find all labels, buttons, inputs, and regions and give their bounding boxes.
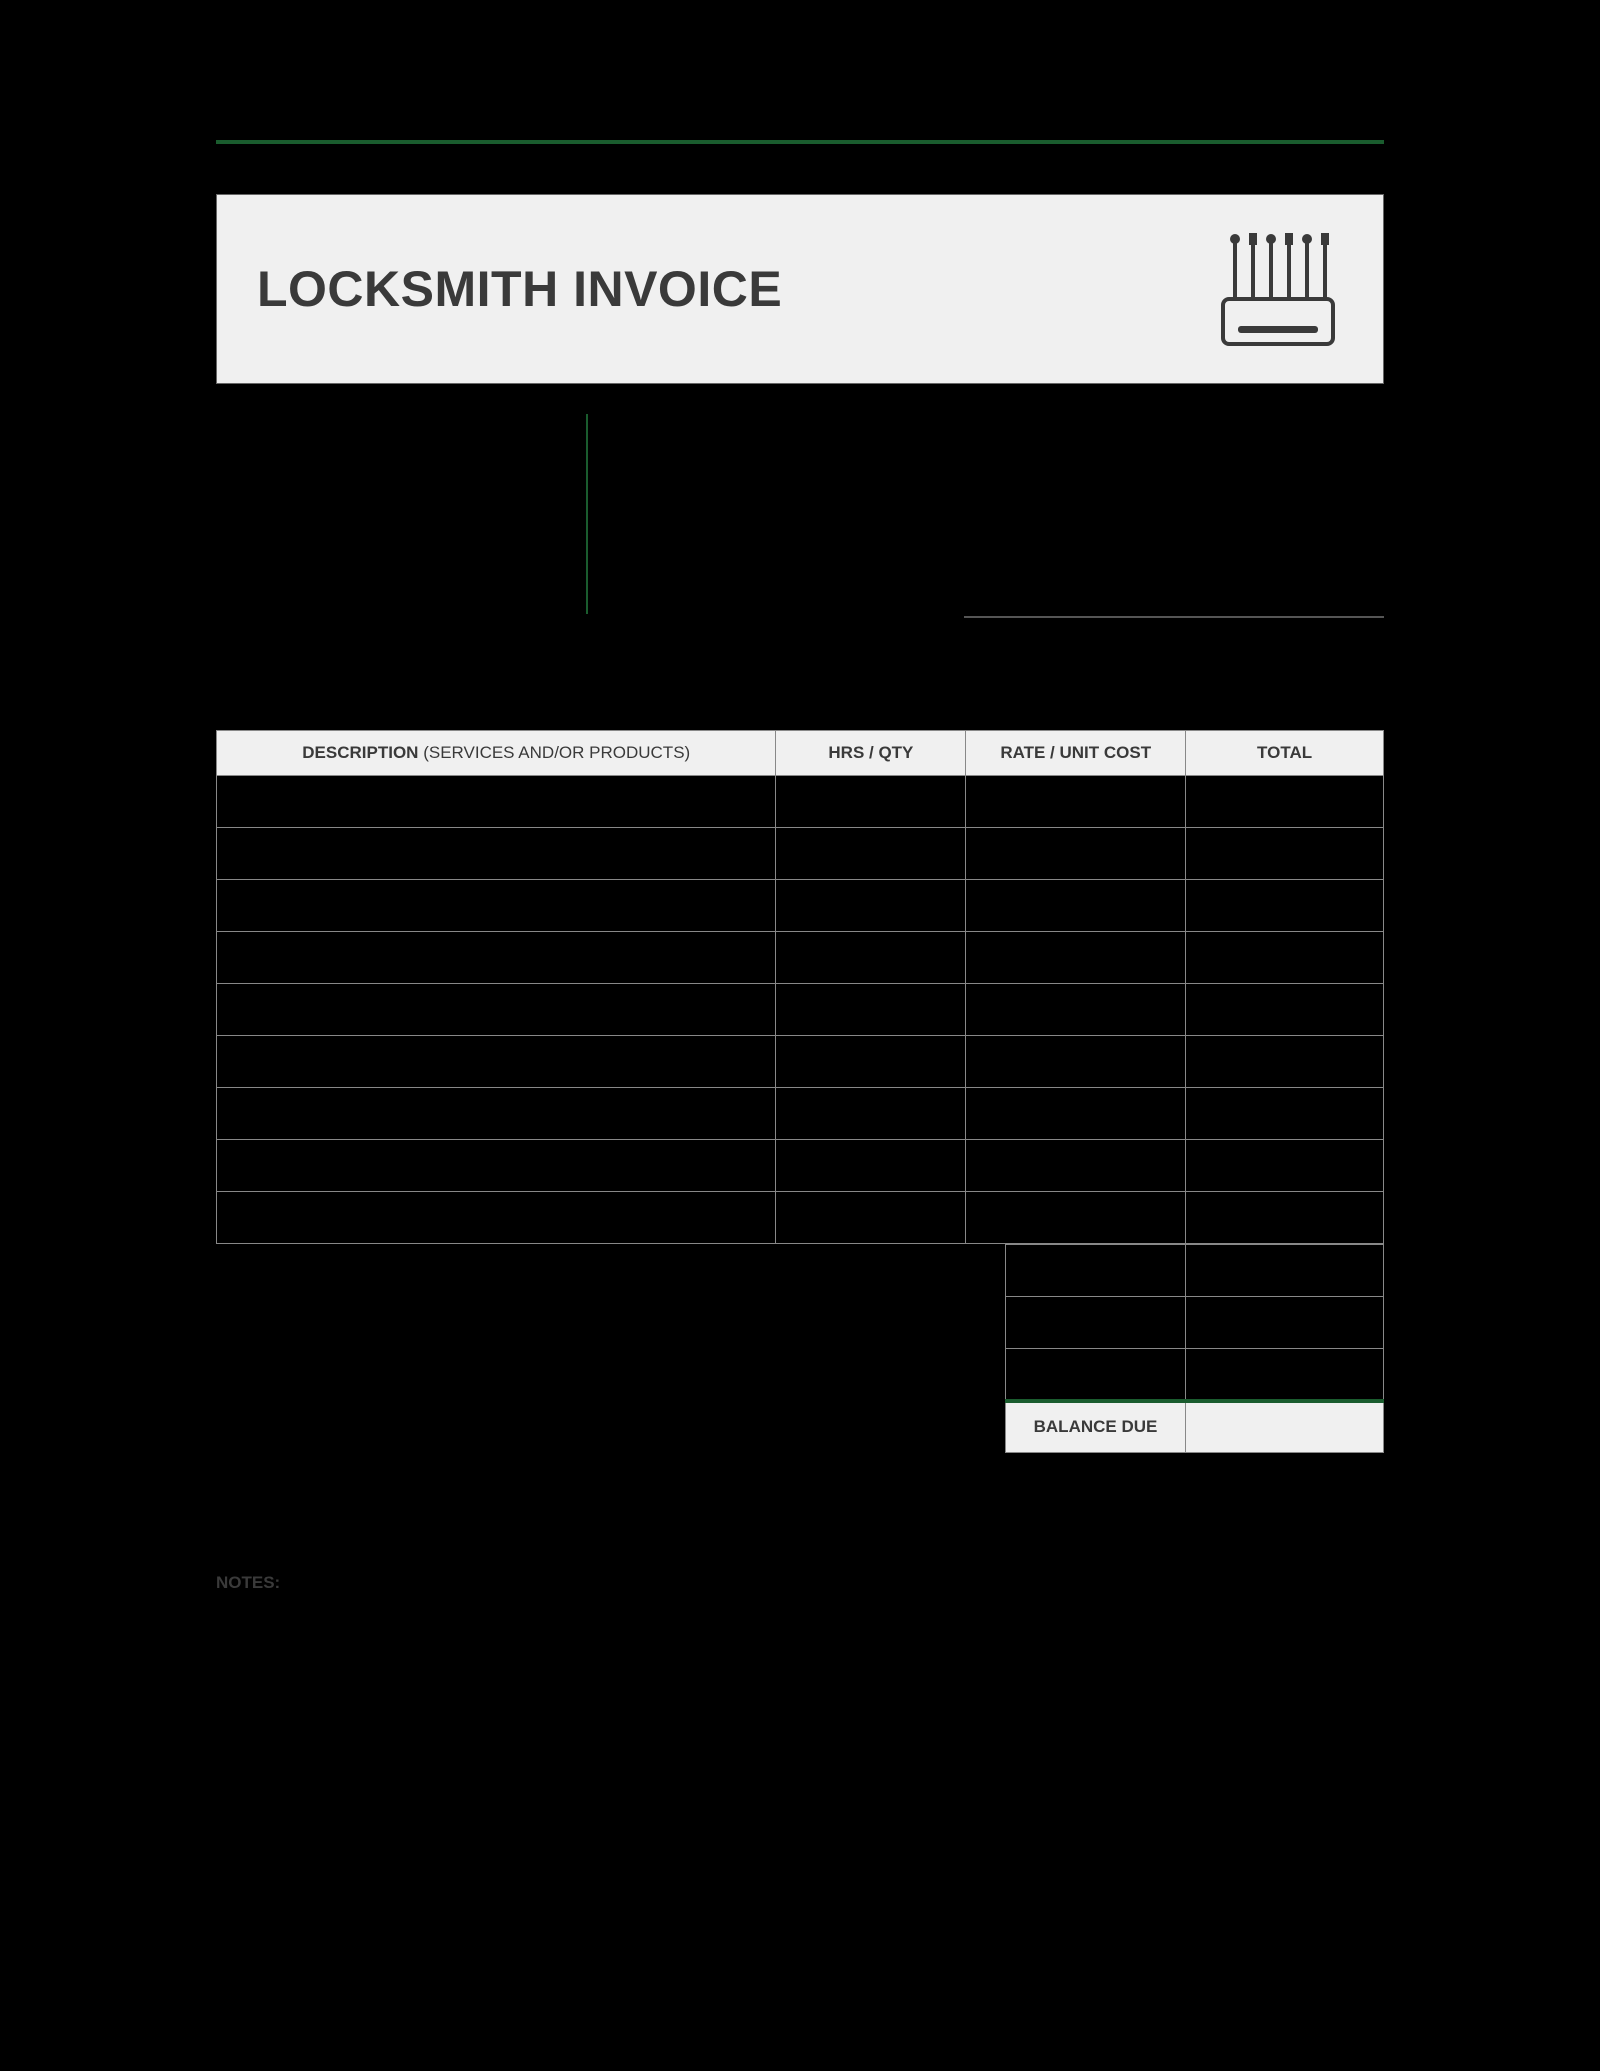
line-item-cell[interactable] <box>217 984 776 1036</box>
line-item-cell[interactable] <box>966 984 1186 1036</box>
line-item-cell[interactable] <box>776 1140 966 1192</box>
totals-label-cell <box>1006 1297 1186 1349</box>
line-item-cell[interactable] <box>217 1140 776 1192</box>
totals-label-cell <box>1006 1245 1186 1297</box>
totals-value-cell[interactable] <box>1186 1349 1384 1401</box>
col-header-total: TOTAL <box>1186 731 1384 776</box>
line-item-cell[interactable] <box>217 932 776 984</box>
line-item-cell[interactable] <box>217 1036 776 1088</box>
line-item-cell[interactable] <box>776 1088 966 1140</box>
line-item-cell[interactable] <box>966 1088 1186 1140</box>
line-item-cell[interactable] <box>966 932 1186 984</box>
line-item-cell[interactable] <box>1186 880 1384 932</box>
line-item-cell[interactable] <box>966 1036 1186 1088</box>
line-item-cell[interactable] <box>776 880 966 932</box>
line-item-cell[interactable] <box>217 776 776 828</box>
line-item-row <box>217 776 1384 828</box>
table-header-row: DESCRIPTION (SERVICES AND/OR PRODUCTS) H… <box>217 731 1384 776</box>
line-item-cell[interactable] <box>776 828 966 880</box>
line-item-cell[interactable] <box>966 1140 1186 1192</box>
line-item-cell[interactable] <box>217 1192 776 1244</box>
top-rule <box>216 140 1384 144</box>
line-item-row <box>217 932 1384 984</box>
balance-due-value[interactable] <box>1186 1401 1384 1453</box>
line-item-cell[interactable] <box>1186 932 1384 984</box>
lockpick-set-icon <box>1213 229 1343 349</box>
col-header-qty: HRS / QTY <box>776 731 966 776</box>
line-items-table: DESCRIPTION (SERVICES AND/OR PRODUCTS) H… <box>216 730 1384 1244</box>
line-item-cell[interactable] <box>776 984 966 1036</box>
line-item-cell[interactable] <box>1186 984 1384 1036</box>
line-item-cell[interactable] <box>217 1088 776 1140</box>
totals-body: BALANCE DUE <box>1006 1245 1384 1453</box>
info-block <box>216 414 1384 654</box>
balance-due-row: BALANCE DUE <box>1006 1401 1384 1453</box>
line-item-row <box>217 1088 1384 1140</box>
line-item-cell[interactable] <box>1186 776 1384 828</box>
col-header-description: DESCRIPTION (SERVICES AND/OR PRODUCTS) <box>217 731 776 776</box>
col-header-description-label: DESCRIPTION <box>302 743 418 762</box>
line-item-cell[interactable] <box>217 828 776 880</box>
line-item-row <box>217 984 1384 1036</box>
line-items-body <box>217 776 1384 1244</box>
line-item-row <box>217 880 1384 932</box>
totals-value-cell[interactable] <box>1186 1297 1384 1349</box>
line-item-cell[interactable] <box>1186 1036 1384 1088</box>
line-item-cell[interactable] <box>1186 1088 1384 1140</box>
line-item-cell[interactable] <box>1186 1140 1384 1192</box>
line-item-cell[interactable] <box>966 828 1186 880</box>
info-divider <box>586 414 588 614</box>
col-header-rate: RATE / UNIT COST <box>966 731 1186 776</box>
line-item-cell[interactable] <box>217 880 776 932</box>
totals-row <box>1006 1245 1384 1297</box>
totals-row <box>1006 1349 1384 1401</box>
line-item-cell[interactable] <box>966 776 1186 828</box>
line-item-cell[interactable] <box>1186 1192 1384 1244</box>
invoice-page: LOCKSMITH INVOICE <box>216 140 1384 1593</box>
totals-label-cell <box>1006 1349 1186 1401</box>
line-item-cell[interactable] <box>776 1192 966 1244</box>
totals-table: BALANCE DUE <box>1005 1244 1384 1453</box>
totals-value-cell[interactable] <box>1186 1245 1384 1297</box>
col-header-description-sub: (SERVICES AND/OR PRODUCTS) <box>418 743 690 762</box>
header-bar: LOCKSMITH INVOICE <box>216 194 1384 384</box>
line-item-cell[interactable] <box>1186 828 1384 880</box>
invoice-title: LOCKSMITH INVOICE <box>257 260 782 318</box>
line-item-cell[interactable] <box>776 776 966 828</box>
line-item-row <box>217 1036 1384 1088</box>
totals-row <box>1006 1297 1384 1349</box>
line-item-cell[interactable] <box>966 880 1186 932</box>
authorization-signature-line <box>964 616 1384 618</box>
line-item-cell[interactable] <box>776 932 966 984</box>
notes-label: NOTES: <box>216 1453 1384 1593</box>
balance-due-label: BALANCE DUE <box>1006 1401 1186 1453</box>
line-item-row <box>217 1140 1384 1192</box>
line-item-cell[interactable] <box>776 1036 966 1088</box>
line-item-row <box>217 828 1384 880</box>
line-item-cell[interactable] <box>966 1192 1186 1244</box>
line-item-row <box>217 1192 1384 1244</box>
